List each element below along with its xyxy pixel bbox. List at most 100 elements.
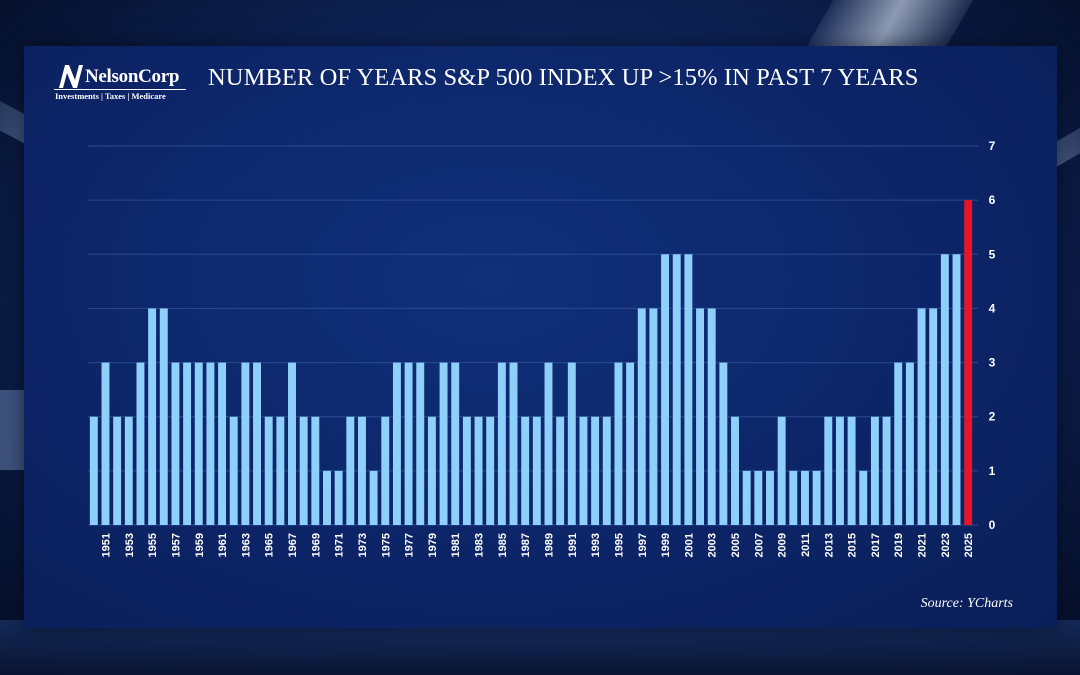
bar — [894, 362, 903, 525]
bar — [800, 470, 809, 525]
bar — [113, 416, 122, 525]
bar — [905, 362, 914, 525]
x-tick-label: 2015 — [847, 533, 859, 557]
y-tick-label: 4 — [989, 301, 996, 315]
bar — [847, 416, 856, 525]
bar — [89, 416, 98, 525]
source-note: Source: YCharts — [920, 596, 1013, 611]
bar — [591, 416, 600, 525]
bar — [357, 416, 366, 525]
bar — [206, 362, 215, 525]
bar — [253, 362, 262, 525]
nelsoncorp-logo: NelsonCorp Investments | Taxes | Medicar… — [54, 62, 188, 102]
background-light-streak — [0, 390, 26, 470]
x-tick-label: 2023 — [940, 533, 952, 557]
bar — [194, 362, 203, 525]
bar — [276, 416, 285, 525]
bar — [381, 416, 390, 525]
x-tick-label: 2009 — [777, 533, 789, 557]
bar — [486, 416, 495, 525]
bar — [532, 416, 541, 525]
bar — [264, 416, 273, 525]
background-light-streak — [806, 0, 974, 46]
bar — [661, 254, 670, 526]
x-tick-label: 1989 — [543, 533, 555, 557]
x-tick-label: 1997 — [637, 533, 649, 557]
x-tick-label: 1975 — [380, 533, 392, 557]
bar — [626, 362, 635, 525]
bar — [148, 308, 157, 525]
x-tick-label: 2021 — [917, 533, 929, 557]
x-tick-label: 1971 — [334, 533, 346, 557]
bar-chart: 0 1 2 3 4 5 6 7 1951 1953 1955 1957 1959 1961 1963 1965… — [88, 139, 996, 557]
x-tick-label: 1953 — [124, 533, 136, 557]
bar — [497, 362, 506, 525]
bar — [346, 416, 355, 525]
bar — [183, 362, 192, 525]
bar — [777, 416, 786, 525]
bar — [567, 362, 576, 525]
bar — [789, 470, 798, 525]
x-tick-label: 1999 — [660, 533, 672, 557]
x-tick-label: 1995 — [613, 533, 625, 557]
bar — [719, 362, 728, 525]
x-tick-label: 1979 — [427, 533, 439, 557]
bar — [404, 362, 413, 525]
logo-divider — [54, 89, 186, 90]
x-tick-label: 1981 — [450, 533, 462, 557]
x-tick-label: 2011 — [800, 533, 812, 557]
bar — [731, 416, 739, 525]
x-tick-label: 2005 — [730, 533, 742, 557]
bar — [509, 362, 518, 525]
bar — [707, 308, 716, 525]
x-tick-label: 1973 — [357, 533, 369, 557]
bar — [672, 254, 681, 526]
bar — [556, 416, 565, 525]
bar — [241, 362, 250, 525]
bar — [766, 470, 774, 525]
bar — [835, 416, 844, 525]
bar — [637, 308, 646, 525]
bar — [870, 416, 879, 525]
x-tick-label: 1951 — [100, 533, 112, 557]
logo-name: NelsonCorp — [85, 66, 180, 87]
x-tick-label: 2001 — [683, 533, 695, 557]
bar — [859, 470, 868, 525]
bar — [742, 470, 751, 525]
x-tick-label: 2007 — [753, 533, 765, 557]
x-tick-label: 2019 — [893, 533, 905, 557]
bar — [229, 416, 238, 525]
y-tick-label: 5 — [989, 247, 996, 261]
bar — [462, 416, 471, 525]
x-tick-label: 2017 — [870, 533, 882, 557]
x-tick-label: 1967 — [287, 533, 299, 557]
x-tick-label: 1963 — [240, 533, 252, 557]
y-tick-label: 2 — [989, 410, 996, 424]
bar — [824, 416, 833, 525]
bar — [812, 470, 821, 525]
x-tick-label: 1957 — [170, 533, 182, 557]
logo-n-icon — [59, 65, 83, 88]
x-tick-label: 1993 — [590, 533, 602, 557]
y-tick-label: 1 — [989, 464, 996, 478]
logo-tagline: Investments | Taxes | Medicare — [55, 91, 166, 101]
bar — [124, 416, 133, 525]
bar — [288, 362, 296, 525]
bar — [101, 362, 110, 525]
bar — [754, 470, 763, 525]
bar — [940, 254, 949, 526]
bar — [614, 362, 623, 525]
y-tick-label: 3 — [989, 356, 996, 370]
bar — [696, 308, 705, 525]
bar-highlight — [964, 200, 973, 525]
bar — [579, 416, 588, 525]
bar — [439, 362, 448, 525]
x-tick-label: 2003 — [707, 533, 719, 557]
bar — [299, 416, 308, 525]
x-tick-label: 1955 — [147, 533, 159, 557]
bar — [649, 308, 658, 525]
bar — [427, 416, 436, 525]
x-tick-label: 1983 — [474, 533, 486, 557]
bar — [334, 470, 343, 525]
bar — [323, 470, 331, 525]
